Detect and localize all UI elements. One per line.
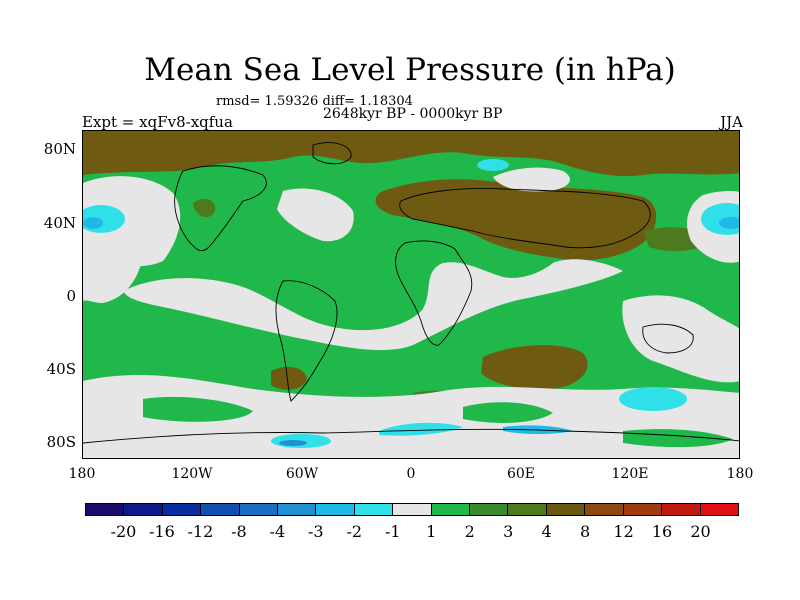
lon-label-120w: 120W (171, 466, 213, 482)
north-america-outline (174, 165, 267, 252)
lon-label-60e: 60E (506, 466, 536, 482)
colorbar-box-6 (316, 504, 355, 515)
map-title: Mean Sea Level Pressure (in hPa) (144, 52, 676, 88)
colorbar (85, 503, 739, 516)
colorbar-box-0 (86, 504, 125, 515)
continent-outlines (83, 142, 739, 444)
colorbar-label-14: 16 (651, 522, 673, 541)
arctic-neutral-zone (493, 167, 570, 192)
colorbar-box-9 (431, 504, 471, 515)
colorbar-label-13: 12 (613, 522, 634, 541)
australia-outline (642, 323, 694, 354)
colorbar-label-10: 3 (503, 522, 514, 541)
colorbar-label-0: -20 (110, 522, 137, 541)
colorbar-label-4: -4 (269, 522, 286, 541)
lat-label-40s: 40S (46, 360, 76, 378)
colorbar-box-2 (162, 504, 202, 515)
rmsd-diff-stats: rmsd= 1.59326 diff= 1.18304 (216, 94, 413, 109)
colorbar-box-10 (470, 504, 509, 515)
southern-ocean-neutral-band (83, 375, 739, 458)
colorbar-box-1 (124, 504, 163, 515)
colorbar-box-3 (201, 504, 240, 515)
lon-label-60w: 60W (285, 466, 319, 482)
lon-label-120e: 120E (611, 466, 649, 482)
eurasia-outline (399, 188, 651, 249)
north-pacific-neutral-zone (83, 176, 181, 269)
indo-pacific-neutral-zone (622, 295, 739, 383)
tropical-atlantic-neutral-zone (123, 259, 623, 351)
southern-green-patch-2 (463, 402, 553, 423)
experiment-label: Expt = xqFv8-xqfua (82, 113, 233, 131)
colorbar-label-9: 2 (464, 522, 475, 541)
lat-label-80n: 80N (43, 140, 76, 158)
arctic-high-region (83, 131, 739, 177)
colorbar-box-8 (393, 504, 432, 515)
weddell-low-cyan (379, 422, 463, 436)
colorbar-box-7 (354, 504, 394, 515)
north-atlantic-neutral-zone (277, 188, 354, 242)
colorbar-box-16 (700, 504, 738, 515)
colorbar-label-12: 8 (580, 522, 591, 541)
map-plot (82, 130, 740, 459)
eurasia-high-region (375, 179, 657, 261)
colorbar-box-12 (546, 504, 586, 515)
antarctica-outline (83, 428, 739, 444)
southern-green-patch-3 (623, 429, 733, 448)
colorbar-label-6: -2 (346, 522, 363, 541)
southern-ocean-low-cyan (619, 387, 687, 411)
colorbar-box-15 (662, 504, 701, 515)
greenland-outline (312, 142, 352, 165)
lon-label-180e: 180 (726, 466, 754, 482)
colorbar-label-15: 20 (690, 522, 711, 541)
lon-label-180w: 180 (68, 466, 96, 482)
south-pacific-high-region (271, 366, 307, 390)
arctic-low-cyan (477, 159, 509, 171)
lat-label-80s: 80S (46, 433, 76, 451)
colorbar-label-11: 4 (541, 522, 552, 541)
lat-label-0: 0 (66, 287, 76, 305)
colorbar-label-3: -8 (231, 522, 247, 541)
tropical-pacific-neutral-zone (83, 253, 143, 303)
lat-label-40n: 40N (43, 214, 76, 232)
colorbar-label-5: -3 (308, 522, 324, 541)
south-america-outline (275, 280, 338, 402)
season-label: JJA (720, 113, 743, 131)
pressure-anomaly-map (83, 131, 739, 458)
west-pacific-low-core (719, 217, 739, 229)
colorbar-box-11 (508, 504, 547, 515)
colorbar-box-13 (585, 504, 624, 515)
colorbar-label-8: 1 (426, 522, 437, 541)
colorbar-box-4 (239, 504, 279, 515)
colorbar-label-7: -1 (384, 522, 401, 541)
colorbar-label-2: -12 (187, 522, 214, 541)
africa-outline (395, 240, 473, 346)
colorbar-box-14 (623, 504, 663, 515)
north-pacific-low-core (83, 217, 103, 229)
north-america-dark-green (193, 198, 216, 218)
colorbar-label-1: -16 (149, 522, 175, 541)
colorbar-box-5 (278, 504, 317, 515)
southern-green-patch-1 (143, 396, 253, 422)
antarctic-low-core (279, 440, 307, 446)
south-atlantic-high-region (481, 345, 588, 390)
lon-label-0: 0 (406, 466, 416, 482)
time-period-subtitle: 2648kyr BP - 0000kyr BP (323, 106, 503, 122)
